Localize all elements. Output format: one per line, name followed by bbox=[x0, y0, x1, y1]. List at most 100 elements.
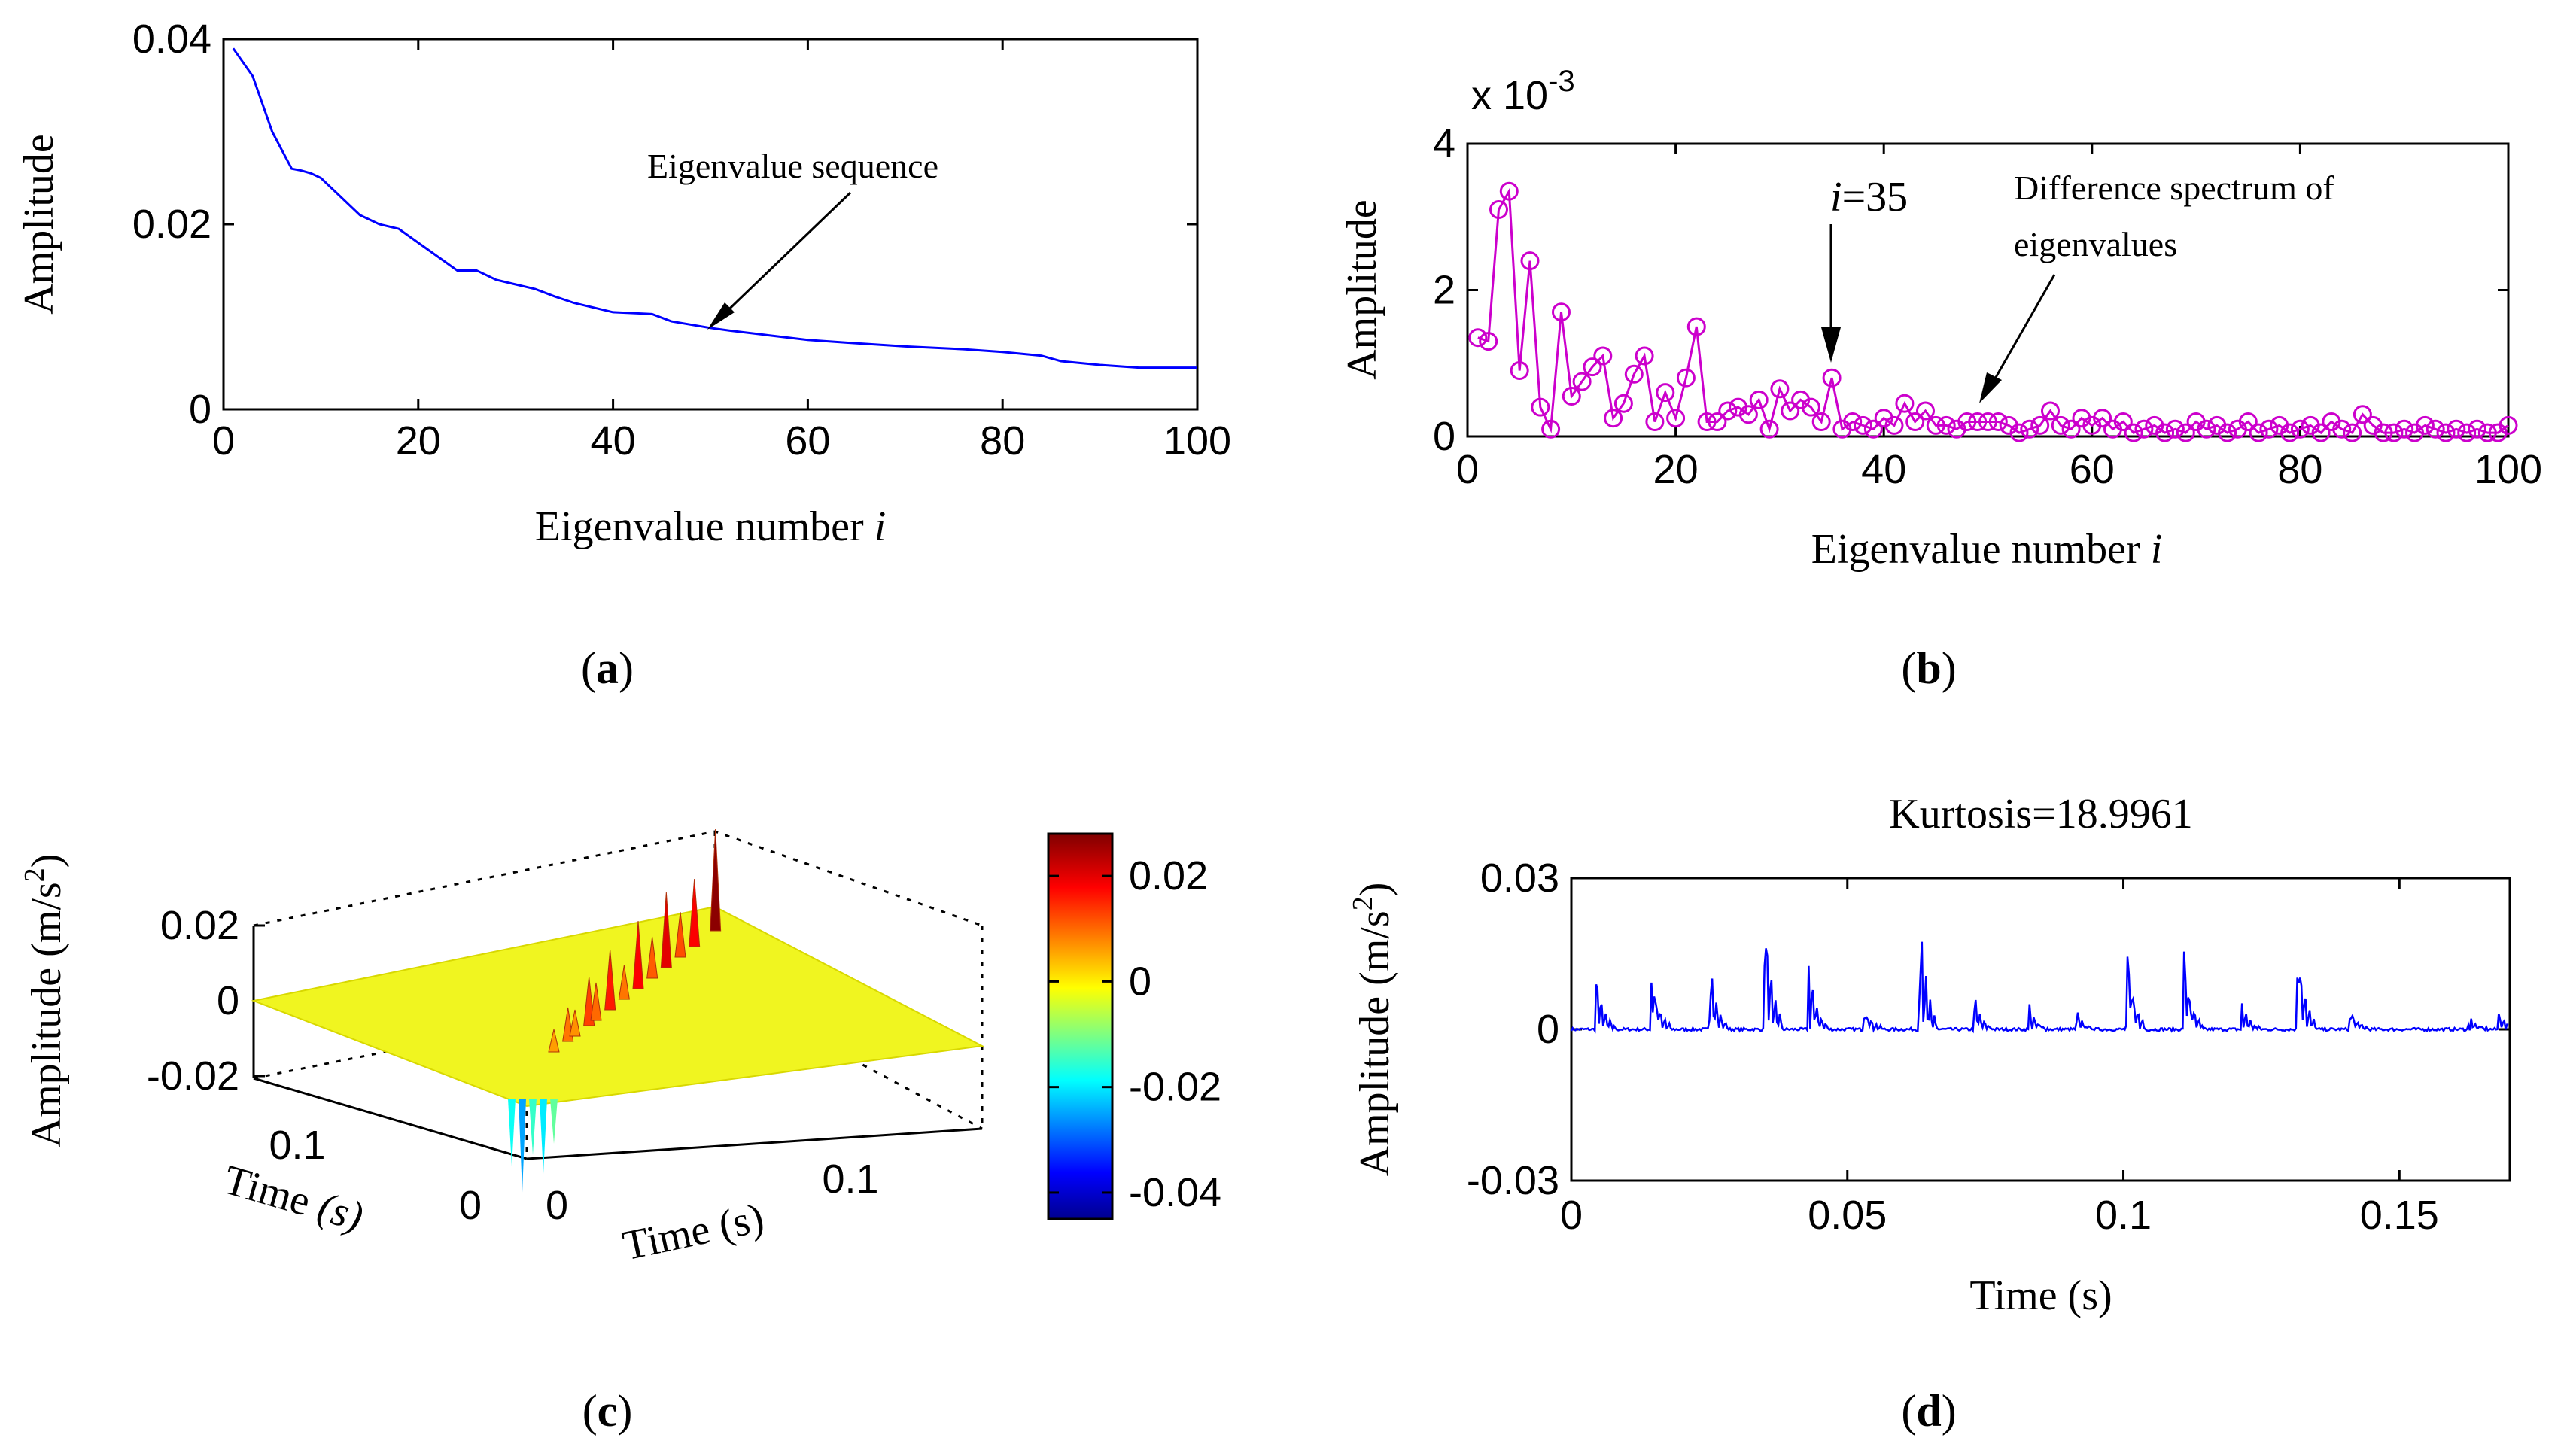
panel-d-xtick-labels: 0 0.05 0.1 0.15 bbox=[1560, 1193, 2439, 1238]
panel-b-marker bbox=[2477, 423, 2497, 442]
panel-b-xtick-labels: 0 20 40 60 80 100 bbox=[1456, 447, 2542, 492]
panel-b-marker bbox=[1801, 397, 1820, 417]
panel-c-xtick-label: 0 bbox=[546, 1183, 568, 1228]
panel-d-xlabel: Time (s) bbox=[1969, 1272, 2112, 1319]
panel-b-marker bbox=[1978, 412, 1997, 431]
panel-c-peak bbox=[632, 920, 644, 989]
panel-c-xtick-labels: 00.1 bbox=[546, 1157, 879, 1228]
panel-c-back-top-edges bbox=[253, 830, 983, 927]
panel-b-marker bbox=[2155, 423, 2175, 442]
panel-b-marker bbox=[1593, 346, 1613, 366]
panel-b-marker bbox=[2290, 419, 2310, 439]
panel-c-zlabel-end: ) bbox=[23, 854, 70, 868]
panel-b-marker bbox=[2468, 419, 2486, 439]
panel-a-series-line bbox=[232, 47, 1197, 369]
xtick-label: 0 bbox=[1456, 447, 1479, 492]
panel-b-marker bbox=[1552, 302, 1571, 322]
panel-a-label: (a) bbox=[581, 643, 634, 693]
panel-d-label: (d) bbox=[1901, 1386, 1956, 1436]
panel-a-arrow-head bbox=[707, 302, 735, 330]
panel-b-marker bbox=[1520, 251, 1540, 271]
panel-b-marker bbox=[1988, 412, 2008, 431]
panel-b-marker bbox=[1936, 415, 1956, 435]
panel-c-y-axis bbox=[253, 1077, 528, 1160]
panel-c-ztick-label: 0.02 bbox=[160, 903, 239, 948]
panel-b-marker bbox=[1572, 372, 1592, 391]
xtick-label: 80 bbox=[2277, 447, 2322, 492]
panel-b-marker bbox=[2415, 415, 2435, 435]
xtick-label: 20 bbox=[1653, 447, 1699, 492]
panel-b-marker bbox=[1562, 387, 1581, 406]
panel-b-marker bbox=[1635, 346, 1654, 366]
panel-c-label: (c) bbox=[582, 1386, 633, 1436]
panel-c-colorbar bbox=[1047, 832, 1114, 1220]
panel-b-marker bbox=[2030, 415, 2050, 435]
panel-b-marker bbox=[2343, 423, 2362, 442]
panel-c-peak bbox=[618, 965, 630, 1000]
panel-a-ylabel: Amplitude bbox=[16, 134, 62, 315]
panel-b-marker bbox=[2374, 423, 2393, 442]
panel-b-marker bbox=[2124, 423, 2143, 442]
panel-c-surface-plane bbox=[251, 905, 985, 1108]
panel-a-arrow-line bbox=[715, 191, 852, 323]
panel-b-marker bbox=[2353, 405, 2372, 424]
panel-b-marker bbox=[2384, 423, 2404, 442]
panel-c-colorbar-label: 0 bbox=[1129, 959, 1151, 1004]
panel-b-marker bbox=[2113, 412, 2133, 431]
panel-c-zlabel-text: Amplitude (m/s bbox=[23, 882, 70, 1147]
panel-b-marker bbox=[1613, 394, 1633, 413]
panel-b-marker bbox=[2447, 419, 2466, 439]
ytick-label: 0 bbox=[1537, 1007, 1559, 1052]
panel-b-marker bbox=[1884, 415, 1904, 435]
panel-b-marker bbox=[1697, 412, 1717, 431]
panel-c-negative-spike bbox=[529, 1099, 537, 1155]
panel-c-ytick-label: 0.1 bbox=[269, 1123, 325, 1168]
xtick-label: 40 bbox=[591, 418, 636, 464]
panel-b-marker bbox=[1895, 394, 1915, 413]
panel-b-marker bbox=[1624, 364, 1644, 384]
panel-b-marker bbox=[1499, 181, 1519, 201]
panel-b-marker bbox=[1708, 412, 1727, 431]
panel-b-marker bbox=[2249, 423, 2268, 442]
panel-b-marker bbox=[2499, 415, 2518, 435]
xtick-label: 0.15 bbox=[2360, 1193, 2439, 1238]
panel-a-xlabel-var: i bbox=[874, 503, 887, 550]
ytick-label: 0 bbox=[1433, 414, 1455, 459]
panel-b-marker bbox=[2395, 419, 2414, 439]
panel-b-marker bbox=[1968, 412, 1988, 431]
panel-c-ztick-label: 0 bbox=[217, 978, 239, 1023]
panel-b-marker bbox=[1489, 200, 1508, 219]
panel-b-scale-base: x 10 bbox=[1471, 73, 1548, 118]
panel-c-ztick-label: -0.02 bbox=[147, 1053, 239, 1099]
panel-c-zlabel-sup: 2 bbox=[19, 868, 50, 882]
panel-c-colorbar-ticks: 0.02 0 -0.02 -0.04 bbox=[1048, 853, 1221, 1215]
xtick-label: 20 bbox=[396, 418, 441, 464]
panel-b-ytick-labels: 0 2 4 bbox=[1433, 121, 1455, 459]
panel-b-diff-annotation-line1: Difference spectrum of bbox=[2014, 169, 2334, 207]
xtick-label: 100 bbox=[1163, 418, 1231, 464]
panel-b-marker bbox=[1759, 419, 1779, 439]
ytick-label: 2 bbox=[1433, 268, 1455, 313]
ytick-label: 0.02 bbox=[132, 202, 211, 247]
panel-b-marker bbox=[1863, 419, 1883, 439]
panel-b-marker bbox=[1770, 379, 1790, 399]
panel-b-marker bbox=[1957, 412, 1977, 431]
panel-b-ylabel: Amplitude bbox=[1339, 199, 1385, 380]
ytick-label: 0.03 bbox=[1480, 856, 1559, 901]
panel-b: 0 20 40 60 80 100 024 x 10-3 i=35 Difference … bbox=[1339, 65, 2542, 693]
panel-c-peak bbox=[689, 878, 701, 947]
panel-d-ylabel-end: ) bbox=[1352, 883, 1398, 897]
ytick-label: -0.03 bbox=[1467, 1158, 1559, 1203]
panel-b-label-letter: b bbox=[1916, 643, 1941, 693]
panel-a-xlabel: Eigenvalue number i bbox=[535, 503, 887, 550]
panel-b-marker bbox=[1583, 357, 1602, 377]
panel-b-marker bbox=[1676, 368, 1696, 388]
xtick-label: 40 bbox=[1861, 447, 1906, 492]
panel-c-peak bbox=[604, 949, 616, 1011]
panel-a-axes-box bbox=[222, 38, 1199, 411]
panel-c-peak bbox=[710, 828, 722, 932]
panel-b-marker bbox=[1686, 317, 1706, 336]
panel-b-marker bbox=[1781, 401, 1800, 421]
panel-b-marker bbox=[2218, 423, 2237, 442]
